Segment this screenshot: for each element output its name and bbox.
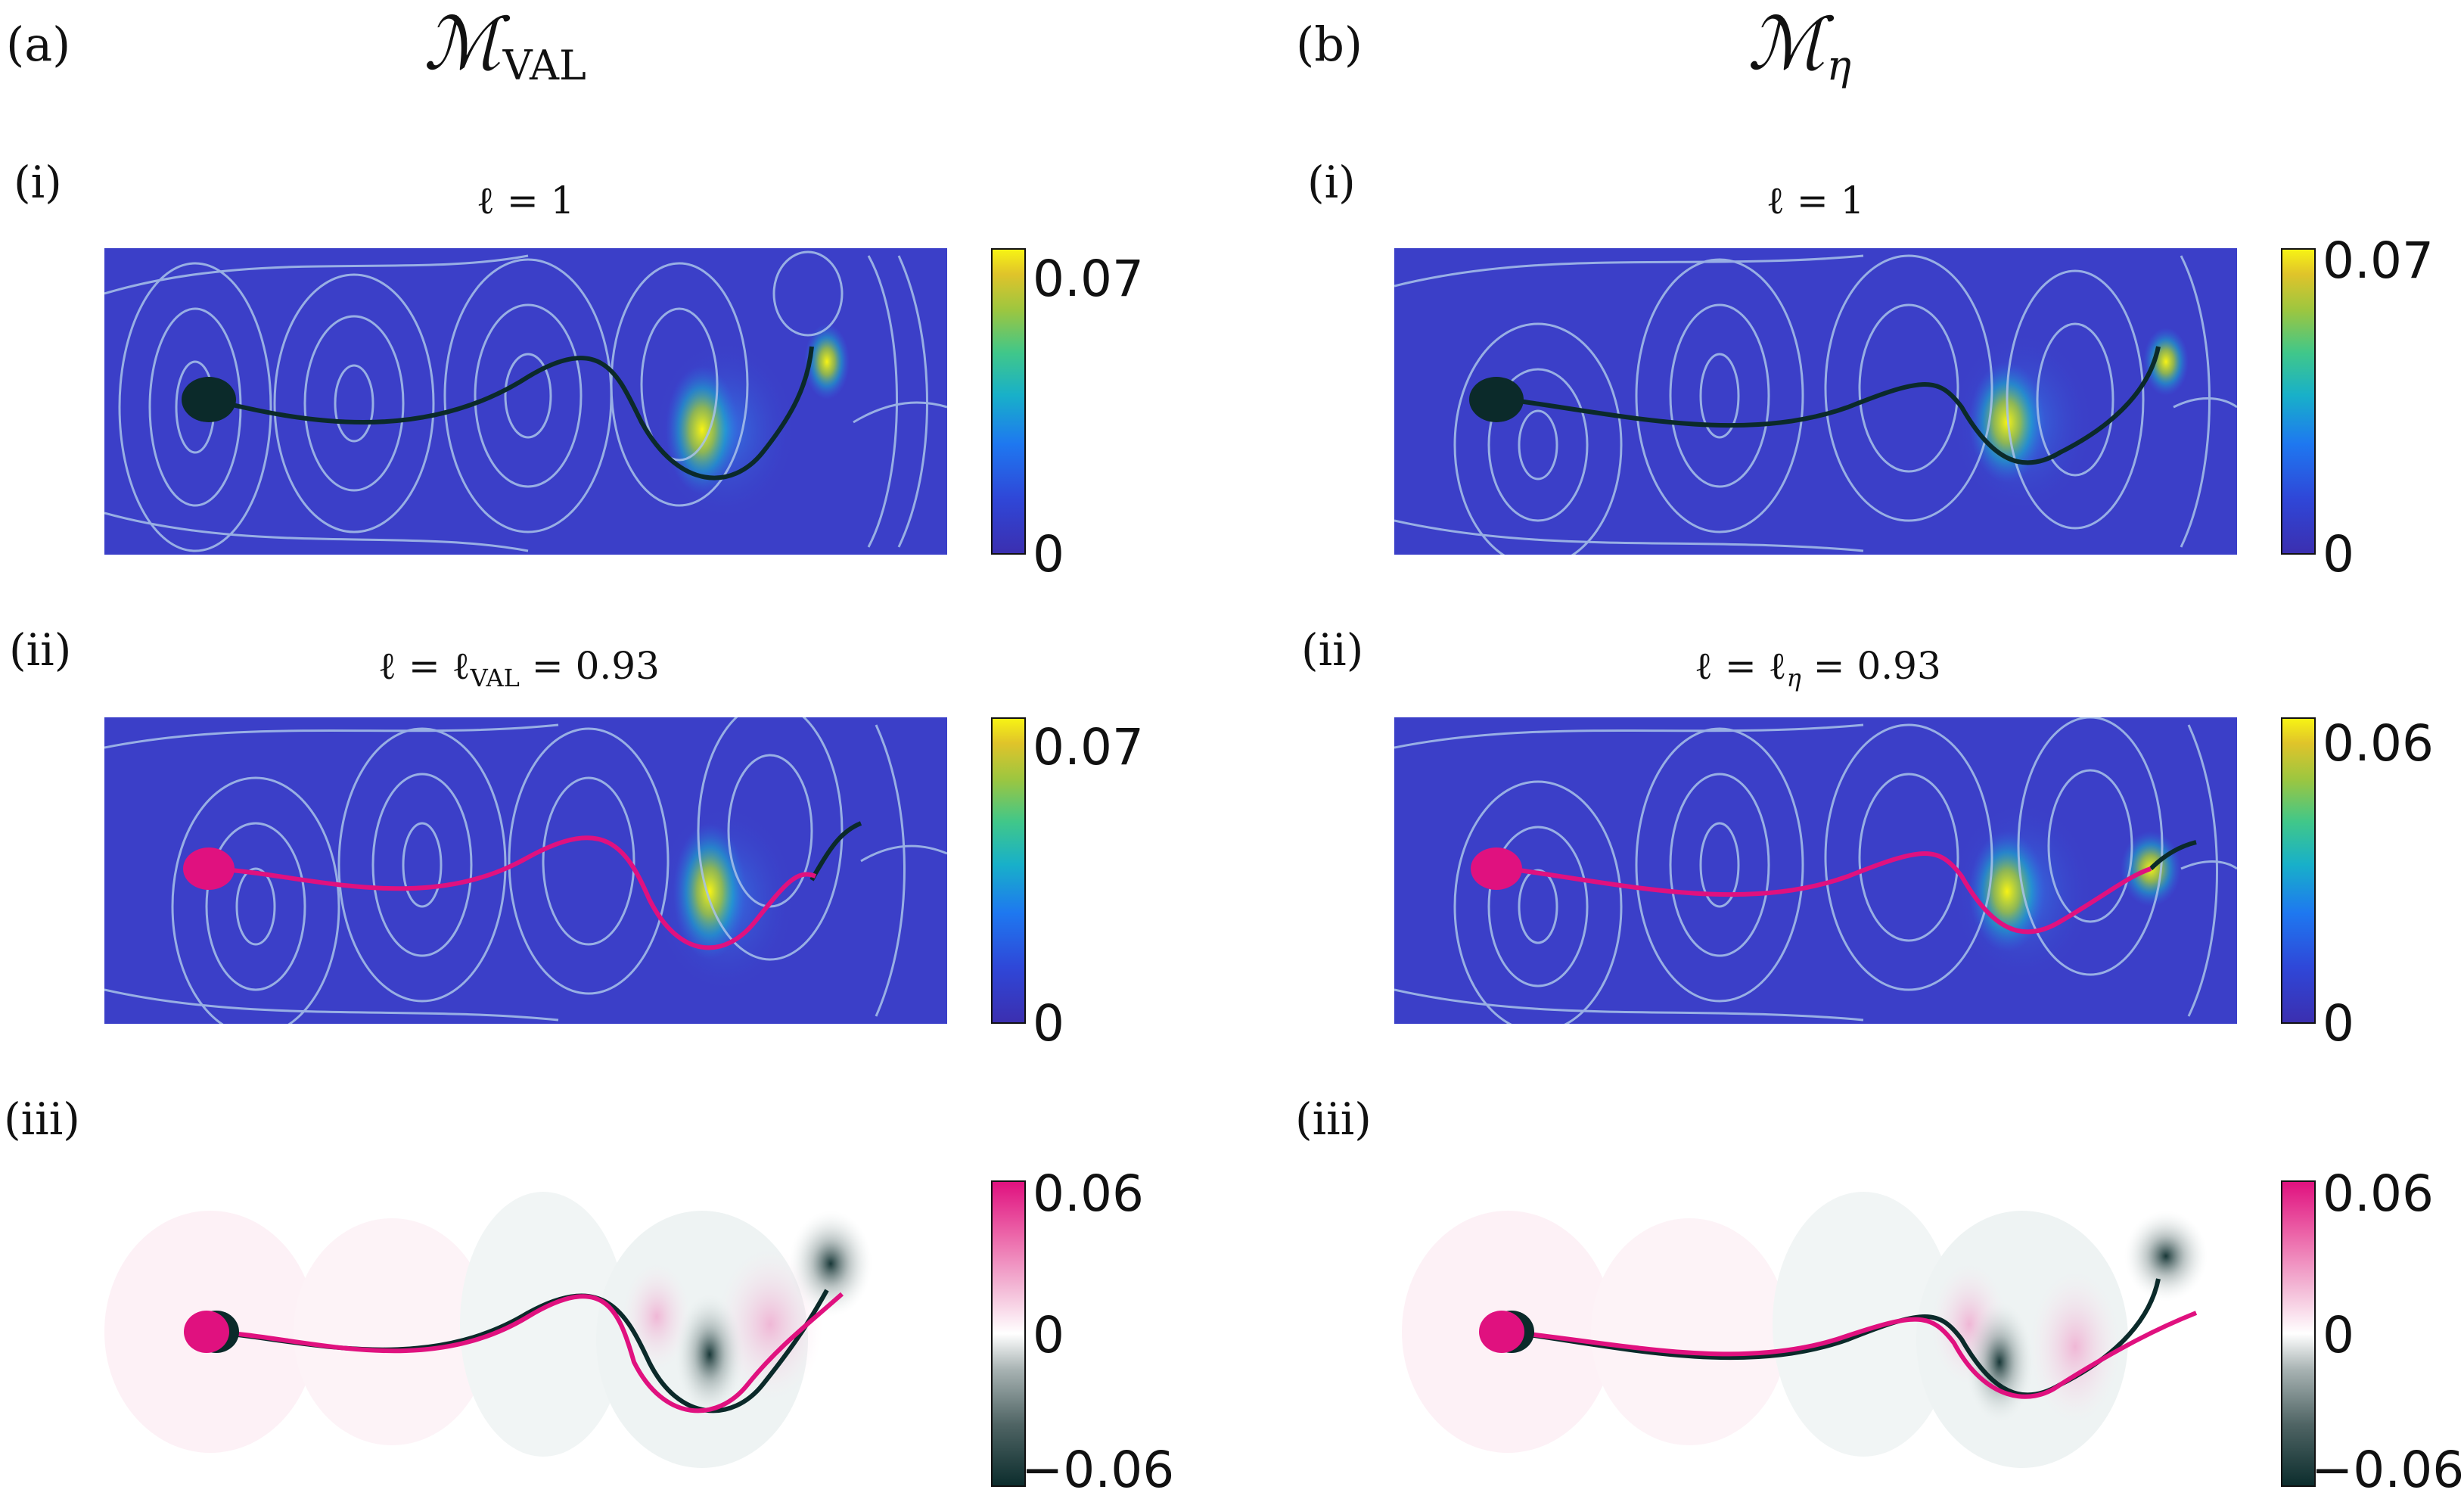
panel-a-ii-title-pre: ℓ = ℓ	[378, 644, 471, 688]
filament-reference	[2149, 840, 2197, 871]
velocity-hotspot	[673, 823, 746, 959]
streamlines	[1394, 717, 2237, 1024]
column-a-title: ℳVAL	[424, 8, 586, 86]
panel-b-iii-row-label: (iii)	[1295, 1093, 1372, 1145]
cell-head	[1469, 377, 1524, 422]
cell-head	[1479, 1311, 1524, 1353]
cell-head	[184, 1311, 229, 1353]
panel-a-i-row-label: (i)	[14, 157, 62, 208]
cell-head	[1471, 847, 1522, 890]
panel-a-ii-row-label: (ii)	[9, 624, 72, 676]
panel-b-ii-title-post: = 0.93	[1801, 644, 1941, 688]
dark-hotspot	[676, 1294, 744, 1415]
cell-head	[182, 377, 236, 422]
panel-a-iii-cbar-mid: 0	[1033, 1306, 1064, 1364]
panel-b-ii-title-sub: η	[1786, 664, 1801, 692]
panel-b-i-flow-field	[1394, 248, 2237, 555]
column-b-label: (b)	[1296, 17, 1363, 72]
velocity-hotspot-tip	[804, 324, 850, 400]
panel-b-ii-flow-field	[1394, 717, 2237, 1024]
column-a-title-main: ℳ	[424, 2, 502, 86]
panel-a-ii-title-sub: VAL	[470, 664, 520, 692]
panel-a-i-flow-field	[104, 248, 947, 555]
panel-a-ii-flow-field	[104, 717, 947, 1024]
panel-a-ii-cbar-min: 0	[1033, 994, 1064, 1053]
filament-body	[1507, 851, 2152, 935]
panel-a-iii-row-label: (iii)	[4, 1093, 80, 1145]
velocity-hotspot	[1969, 831, 2045, 952]
filament-body	[210, 835, 817, 950]
panel-a-iii-colorbar	[991, 1180, 1026, 1487]
panel-a-ii-title: ℓ = ℓVAL = 0.93	[378, 647, 660, 690]
panel-b-i-title: ℓ = 1	[1766, 182, 1864, 219]
velocity-hotspot	[666, 365, 738, 494]
grey-lobe	[1773, 1192, 1954, 1457]
panel-a-i-cbar-max: 0.07	[1033, 250, 1144, 308]
column-b-title-sub: η	[1826, 42, 1852, 89]
panel-b-i-cbar-min: 0	[2323, 525, 2354, 583]
panel-b-ii-cbar-min: 0	[2323, 994, 2354, 1053]
panel-b-iii-cbar-max: 0.06	[2323, 1165, 2434, 1223]
panel-b-i-row-label: (i)	[1307, 157, 1356, 208]
panel-b-iii-colorbar	[2281, 1180, 2316, 1487]
column-b-title-main: ℳ	[1748, 2, 1825, 86]
panel-a-iii-difference-field	[104, 1180, 947, 1487]
panel-b-iii-difference-field	[1394, 1180, 2237, 1487]
streamlines	[104, 717, 947, 1024]
panel-b-i-title-text: ℓ = 1	[1766, 179, 1865, 222]
panel-a-i-cbar-min: 0	[1033, 525, 1064, 583]
column-a-label: (a)	[6, 17, 71, 72]
panel-b-ii-title-pre: ℓ = ℓ	[1695, 644, 1787, 688]
panel-b-iii-cbar-min: −0.06	[2311, 1441, 2464, 1499]
filament-body	[210, 346, 814, 480]
panel-b-ii-row-label: (ii)	[1301, 624, 1364, 676]
panel-b-i-colorbar	[2281, 248, 2316, 555]
grey-lobe	[460, 1192, 626, 1457]
panel-b-iii-cbar-mid: 0	[2323, 1306, 2354, 1364]
dark-hotspot-tip	[2124, 1211, 2208, 1302]
pink-lobe-2	[1591, 1218, 1788, 1445]
cell-head	[183, 847, 235, 890]
panel-a-ii-cbar-max: 0.07	[1033, 718, 1144, 776]
panel-a-iii-cbar-max: 0.06	[1033, 1165, 1144, 1223]
panel-b-i-cbar-max: 0.07	[2323, 232, 2434, 290]
pink-hotspot-2	[2030, 1271, 2121, 1423]
panel-b-ii-colorbar	[2281, 717, 2316, 1024]
panel-a-i-title: ℓ = 1	[477, 182, 574, 219]
panel-b-ii-title: ℓ = ℓη = 0.93	[1695, 647, 1941, 690]
filament-body	[210, 1292, 844, 1413]
dark-hotspot-tip	[789, 1211, 872, 1317]
pink-lobe-2	[294, 1218, 490, 1445]
velocity-hotspot-tip	[2143, 328, 2189, 396]
filament-body	[1507, 346, 2161, 465]
panel-a-ii-colorbar	[991, 717, 1026, 1024]
streamlines	[1394, 254, 2237, 555]
panel-a-ii-title-post: = 0.93	[519, 644, 660, 688]
column-a-title-sub: VAL	[502, 42, 586, 89]
panel-a-i-colorbar	[991, 248, 1026, 555]
filament-body	[1507, 1311, 2198, 1399]
panel-a-iii-cbar-min: −0.06	[1021, 1441, 1175, 1499]
filament-reference	[809, 821, 862, 882]
panel-a-i-title-text: ℓ = 1	[477, 179, 575, 222]
panel-b-ii-cbar-max: 0.06	[2323, 714, 2434, 773]
column-b-title: ℳη	[1748, 8, 1851, 86]
